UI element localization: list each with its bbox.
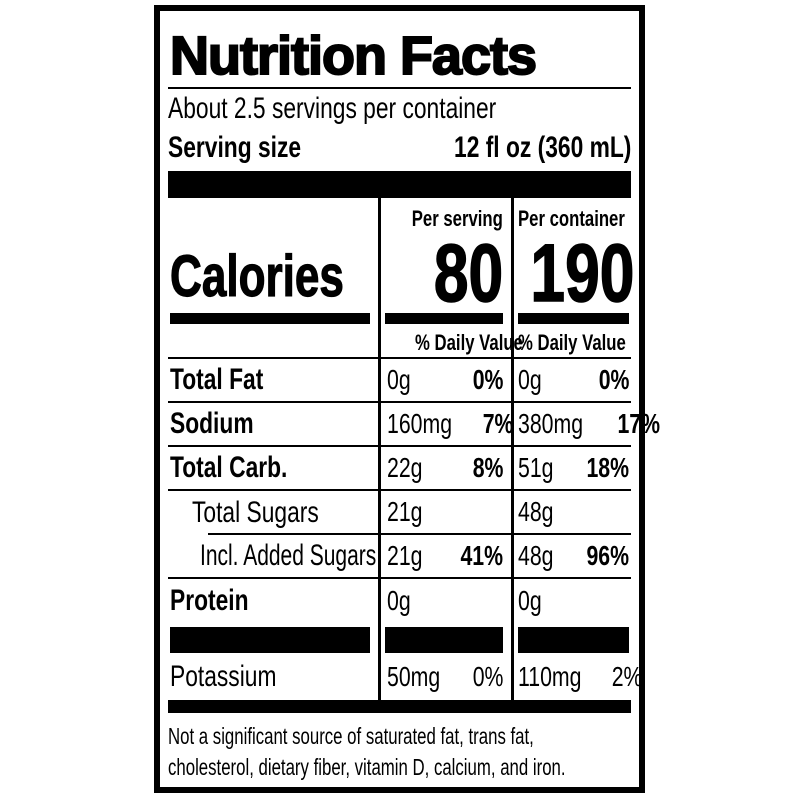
serving-size-row: Serving size 12 fl oz (360 mL): [168, 125, 631, 171]
nutrient-name: Total Fat: [170, 363, 264, 396]
calories-underline-row: [168, 313, 631, 324]
calories-underline-mid: [378, 313, 511, 324]
label-title: Nutrition Facts: [169, 25, 538, 87]
daily-value-header-row: % Daily Value % Daily Value: [168, 324, 631, 359]
nutrient-row-potassium: Potassium 50mg 0% 110mg 2%: [168, 654, 642, 700]
daily-value-spacer: [168, 324, 378, 357]
servings-per-container: About 2.5 servings per container: [168, 89, 631, 125]
calories-underline-right: [511, 313, 631, 324]
per-serving-header: Per serving: [378, 198, 511, 232]
separator-bar-bottom: [168, 700, 631, 713]
daily-value-header-per-serving: % Daily Value: [378, 324, 523, 357]
dv-per-container: 17%: [617, 408, 660, 439]
amount-per-serving: 21g: [387, 540, 423, 571]
dv-per-serving: 0%: [472, 364, 503, 395]
title-row: Nutrition Facts: [168, 11, 631, 89]
nutrient-name: Protein: [170, 584, 249, 617]
nutrient-row-sodium: Sodium 160mg 7% 380mg 17%: [168, 403, 660, 447]
nutrient-row-total-fat: Total Fat 0g 0% 0g 0%: [168, 359, 631, 403]
nutrient-name: Total Carb.: [170, 451, 288, 484]
nutrient-name: Incl. Added Sugars: [200, 539, 377, 572]
column-header-spacer: [168, 198, 378, 232]
amount-per-container: 110mg: [518, 661, 582, 692]
nutrient-name: Potassium: [170, 660, 277, 693]
footnote-line-2: cholesterol, dietary fiber, vitamin D, c…: [168, 754, 566, 780]
mid-bar-left: [168, 623, 378, 654]
nutrient-name: Sodium: [170, 407, 254, 440]
calories-row: Calories 80 190: [168, 230, 635, 323]
amount-per-serving: 160mg: [387, 408, 453, 439]
dv-per-serving: 8%: [472, 452, 503, 483]
calories-label: Calories: [170, 243, 345, 309]
mid-bar-right: [511, 623, 631, 654]
daily-value-header-per-container: % Daily Value: [511, 324, 631, 357]
nutrient-row-total-sugars: Total Sugars 21g 48g: [168, 491, 631, 535]
amount-per-container: 380mg: [518, 408, 584, 439]
amount-per-container: 0g: [518, 585, 542, 616]
per-container-header: Per container: [511, 198, 631, 232]
footnote: Not a significant source of saturated fa…: [168, 713, 631, 783]
separator-bar-top: [168, 171, 631, 198]
amount-per-serving: 0g: [387, 364, 411, 395]
separator-bar-mid-row: [168, 623, 631, 654]
dv-per-serving: 7%: [482, 408, 514, 439]
nutrition-facts-label: Nutrition Facts About 2.5 servings per c…: [154, 5, 660, 793]
column-header-row: Per serving Per container: [168, 198, 631, 232]
calories-per-serving: 80: [378, 230, 511, 323]
serving-size-value: 12 fl oz (360 mL): [453, 131, 631, 164]
nutrient-row-protein: Protein 0g 0g: [168, 579, 631, 623]
amount-per-container: 51g: [518, 452, 554, 483]
dv-per-container: 0%: [598, 364, 629, 395]
dv-per-serving: 0%: [472, 661, 503, 692]
dv-per-container: 2%: [611, 661, 643, 692]
calories-per-container: 190: [511, 230, 635, 323]
dv-per-container: 18%: [586, 452, 629, 483]
nutrient-row-added-sugars: Incl. Added Sugars 21g 41% 48g 96%: [168, 535, 631, 579]
mid-bar-center: [378, 623, 511, 654]
amount-per-serving: 21g: [387, 496, 423, 527]
footnote-line-1: Not a significant source of saturated fa…: [168, 723, 534, 749]
serving-size-label: Serving size: [168, 131, 302, 164]
amount-per-serving: 50mg: [387, 661, 441, 692]
amount-per-serving: 0g: [387, 585, 411, 616]
calories-underline-left: [168, 313, 378, 324]
amount-per-container: 48g: [518, 496, 554, 527]
servings-per-container-text: About 2.5 servings per container: [168, 92, 497, 125]
amount-per-container: 48g: [518, 540, 554, 571]
dv-per-serving: 41%: [460, 540, 503, 571]
amount-per-serving: 22g: [387, 452, 423, 483]
nutrient-row-total-carb: Total Carb. 22g 8% 51g 18%: [168, 447, 631, 491]
nutrient-name: Total Sugars: [192, 496, 319, 529]
dv-per-container: 96%: [586, 540, 629, 571]
amount-per-container: 0g: [518, 364, 542, 395]
